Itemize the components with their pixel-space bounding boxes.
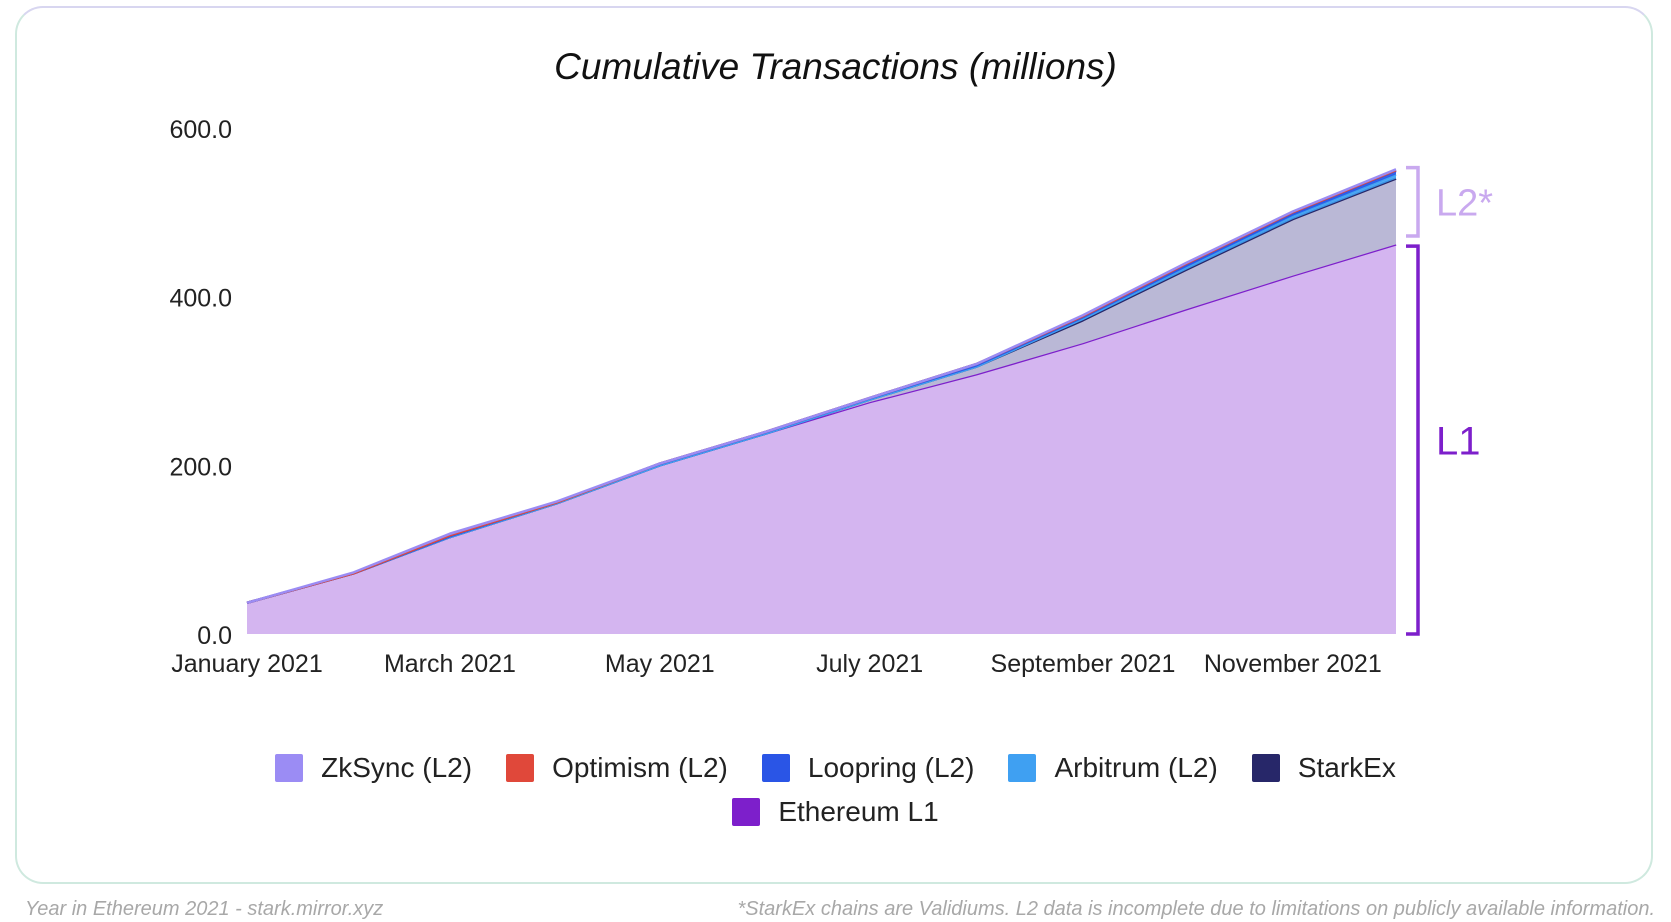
x-tick-label: November 2021 — [1204, 650, 1382, 678]
y-tick-label: 400.0 — [169, 285, 232, 313]
legend-swatch — [1008, 754, 1037, 782]
legend-label: Loopring (L2) — [807, 752, 975, 783]
l1-bracket-label: L1 — [1436, 419, 1481, 463]
area-ethereum-l1 — [247, 244, 1396, 634]
chart-legend: ZkSync (L2) Optimism (L2) Loopring (L2) Arb… — [0, 752, 1671, 828]
y-tick-label: 0.0 — [197, 622, 232, 650]
l2-bracket — [1406, 165, 1420, 238]
legend-label: Arbitrum (L2) — [1054, 752, 1218, 783]
x-tick-label: March 2021 — [384, 650, 516, 678]
legend-item-zksync-l2: ZkSync (L2) — [275, 752, 472, 784]
layer-brackets: L2* L1 — [1406, 165, 1493, 636]
line-zksync-l2 — [246, 168, 1397, 605]
legend-label: Optimism (L2) — [552, 752, 728, 783]
x-tick-label: July 2021 — [816, 650, 923, 678]
l2-bracket-label: L2* — [1436, 182, 1493, 224]
legend-label: ZkSync (L2) — [321, 752, 473, 783]
x-tick-label: May 2021 — [605, 650, 715, 678]
x-tick-label: January 2021 — [171, 650, 323, 678]
l1-bracket — [1406, 244, 1420, 636]
legend-label: StarkEx — [1297, 752, 1396, 783]
legend-item-loopring-l2: Loopring (L2) — [761, 752, 975, 784]
area-series-group — [246, 168, 1397, 634]
legend-label: Ethereum L1 — [778, 796, 939, 827]
footer-note: *StarkEx chains are Validiums. L2 data i… — [737, 898, 1655, 920]
footer-source: Year in Ethereum 2021 - stark.mirror.xyz — [25, 898, 384, 920]
legend-item-starkex: StarkEx — [1251, 752, 1396, 784]
legend-swatch — [275, 754, 304, 782]
legend-swatch — [761, 754, 790, 782]
y-tick-label: 600.0 — [169, 116, 232, 144]
legend-item-arbitrum-l2: Arbitrum (L2) — [1008, 752, 1218, 784]
legend-swatch — [506, 754, 535, 782]
legend-swatch — [732, 798, 761, 826]
x-axis: January 2021 March 2021 May 2021 July 2021 S… — [171, 650, 1381, 678]
x-tick-label: September 2021 — [991, 650, 1176, 678]
legend-item-optimism-l2: Optimism (L2) — [506, 752, 728, 784]
y-axis: 0.0 200.0 400.0 600.0 — [169, 116, 232, 650]
legend-swatch — [1251, 754, 1280, 782]
y-tick-label: 200.0 — [169, 453, 232, 481]
legend-item-ethereum-l1: Ethereum L1 — [732, 796, 939, 828]
chart-title: Cumulative Transactions (millions) — [554, 46, 1117, 87]
